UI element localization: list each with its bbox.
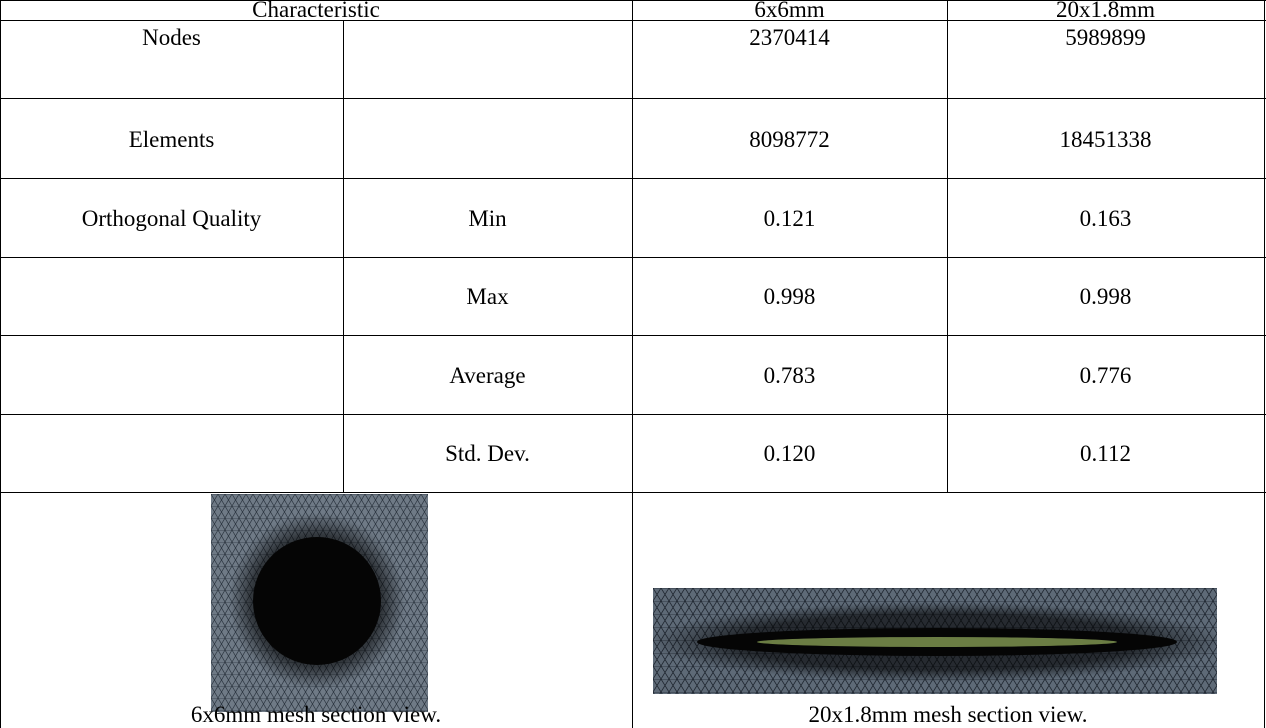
rule — [947, 0, 948, 492]
cell: 0.163 — [947, 208, 1264, 230]
cell: 0.783 — [632, 365, 947, 387]
cell: 0.776 — [947, 365, 1264, 387]
mesh-image — [211, 494, 428, 712]
row-sublabel: Average — [343, 365, 632, 387]
cell: 0.998 — [947, 286, 1264, 308]
rule — [343, 20, 344, 492]
figure-caption: 20x1.8mm mesh section view. — [632, 704, 1264, 726]
header-cell: 6x6mm — [632, 0, 947, 21]
cell: 0.112 — [947, 443, 1264, 465]
rule — [0, 414, 1266, 415]
cell: 0.120 — [632, 443, 947, 465]
row-sublabel: Min — [343, 208, 632, 230]
rule — [0, 257, 1266, 258]
row-label: Nodes — [0, 27, 343, 49]
document: Characteristic 6x6mm 20x1.8mm Nodes 2370… — [0, 0, 1266, 728]
mesh-image — [653, 588, 1217, 694]
rule — [0, 178, 1266, 179]
header-cell: 20x1.8mm — [947, 0, 1264, 21]
cell: 2370414 — [632, 27, 947, 49]
row-sublabel: Std. Dev. — [343, 443, 632, 465]
row-label: Elements — [0, 129, 343, 151]
cell: 5989899 — [947, 27, 1264, 49]
cell: 0.998 — [632, 286, 947, 308]
rule — [0, 98, 1266, 99]
figure-caption: 6x6mm mesh section view. — [0, 704, 632, 726]
row-sublabel: Max — [343, 286, 632, 308]
rule — [632, 0, 633, 728]
header-cell: Characteristic — [0, 0, 632, 21]
row-label: Orthogonal Quality — [0, 208, 343, 230]
cell: 18451338 — [947, 129, 1264, 151]
rule — [0, 0, 1, 728]
rule — [1264, 0, 1265, 728]
cell: 0.121 — [632, 208, 947, 230]
rule — [0, 335, 1266, 336]
cell: 8098772 — [632, 129, 947, 151]
rule — [0, 492, 1266, 493]
